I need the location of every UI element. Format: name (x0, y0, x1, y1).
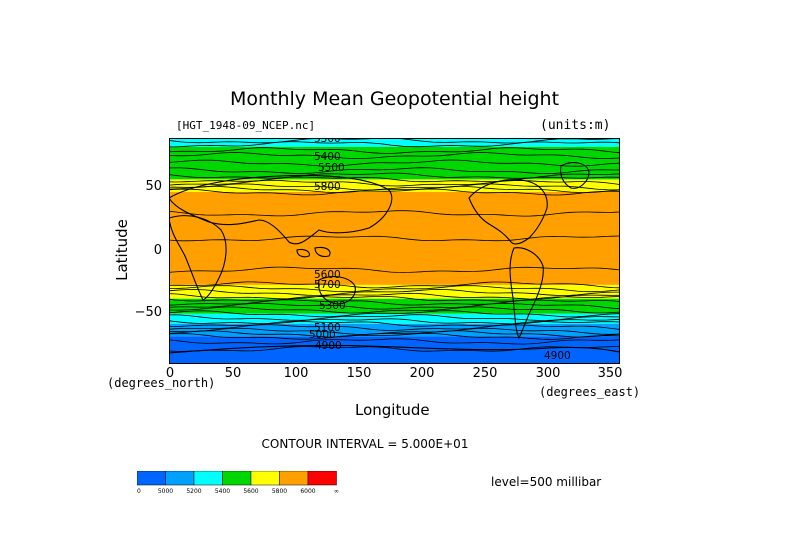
dataset-filename: [HGT_1948-09_NCEP.nc] (176, 119, 316, 132)
zonal-band (169, 138, 620, 147)
contour-line (169, 346, 619, 352)
contour-line (169, 288, 619, 296)
contour-line (169, 330, 620, 338)
contour-line (169, 292, 620, 300)
continent-outline (468, 179, 548, 245)
x-tick-label: 150 (346, 366, 372, 381)
x-tick-label: 300 (535, 366, 561, 381)
x-axis-label: Longitude (355, 401, 430, 419)
contour-value-label: 5500 (318, 162, 345, 174)
continent-outline (509, 247, 544, 340)
zonal-band (169, 191, 620, 285)
contour-line (169, 299, 620, 306)
x-tick-label: 200 (409, 366, 435, 381)
contour-interval-label: CONTOUR INTERVAL = 5.000E+01 (261, 437, 469, 451)
contour-value-label: 5000 (309, 329, 336, 341)
contour-line (169, 141, 620, 148)
colorbar-swatch (137, 471, 166, 486)
contour-line (169, 314, 620, 321)
colorbar-tick-label: 5000 (158, 488, 173, 495)
colorbar-swatch (165, 471, 195, 486)
continent-outline (318, 276, 356, 305)
colorbar-tick-label: 6000 (300, 488, 315, 495)
contour-line (169, 152, 620, 159)
colorbar-tick-label: 5600 (243, 488, 258, 495)
contour-value-label: 5800 (314, 181, 341, 193)
colorbar-tick-label: 5800 (272, 488, 287, 495)
units-label: (units:m) (540, 118, 611, 133)
x-tick-label: 50 (224, 366, 242, 381)
continent-outline (296, 248, 310, 258)
contour-line (169, 186, 620, 194)
contour-line (169, 296, 620, 302)
y-axis-units: (degrees_north) (107, 376, 216, 390)
continent-outline (169, 174, 393, 245)
contour-line (169, 176, 620, 183)
y-tick-label: 0 (153, 243, 162, 258)
continent-outline (314, 246, 331, 258)
contour-map-plot: 5300540055005800560057005300510050004900… (169, 138, 620, 364)
contour-value-label: 5100 (314, 322, 341, 334)
coastline-outlines (169, 162, 620, 354)
contour-line (169, 147, 620, 154)
contour-line (169, 324, 620, 331)
x-tick-label: 100 (283, 366, 309, 381)
colorbar-swatch (222, 471, 252, 486)
y-tick-label: −50 (134, 305, 162, 320)
contour-value-label: 4900 (315, 340, 342, 352)
contour-line (169, 281, 620, 289)
contour-line (169, 302, 620, 310)
contour-line (169, 320, 620, 327)
colorbar-swatch (307, 471, 337, 486)
contour-line (169, 180, 620, 187)
contour-value-label: 5300 (314, 138, 341, 145)
colorbar-swatch (279, 471, 309, 486)
contour-line (169, 310, 620, 318)
contour-value-label: 5600 (314, 269, 341, 281)
contour-line (169, 188, 620, 196)
colorbar-tick-label: 5400 (215, 488, 230, 495)
contour-value-label: 4900 (544, 350, 571, 362)
continent-outline (169, 215, 227, 301)
continent-outline (169, 344, 620, 354)
x-tick-label: 0 (165, 366, 175, 381)
contour-value-label: 5300 (319, 300, 346, 312)
contour-line (169, 172, 620, 179)
contour-line (169, 285, 620, 293)
y-tick-label: 50 (145, 179, 162, 194)
x-axis-units: (degrees_east) (539, 385, 641, 399)
zonal-band (169, 336, 620, 364)
contour-line (169, 306, 620, 314)
contour-line (169, 159, 620, 167)
colorbar-tick-label: ∞ (334, 488, 339, 495)
contour-line (169, 167, 619, 175)
contour-line (169, 266, 620, 273)
chart-title: Monthly Mean Geopotential height (229, 88, 560, 110)
colorbar-swatch (250, 471, 280, 486)
contour-line (169, 327, 620, 335)
contour-line (169, 338, 620, 345)
contour-line (169, 332, 620, 340)
level-label: level=500 millibar (491, 475, 602, 489)
colorbar-tick-label: 5200 (186, 488, 201, 495)
x-tick-label: 350 (597, 366, 623, 381)
continent-outline (560, 162, 590, 189)
contour-line (169, 183, 620, 191)
plot-frame (169, 138, 620, 364)
contour-value-label: 5400 (314, 151, 341, 163)
colorbar-swatch (193, 471, 223, 486)
colorbar: 0 5000 5200 5400 5600 5800 6000 ∞ (137, 471, 339, 495)
contour-line (169, 235, 620, 242)
x-tick-label: 250 (472, 366, 498, 381)
contour-value-label: 5700 (314, 279, 341, 291)
colorbar-tick-label: 0 (137, 488, 141, 495)
